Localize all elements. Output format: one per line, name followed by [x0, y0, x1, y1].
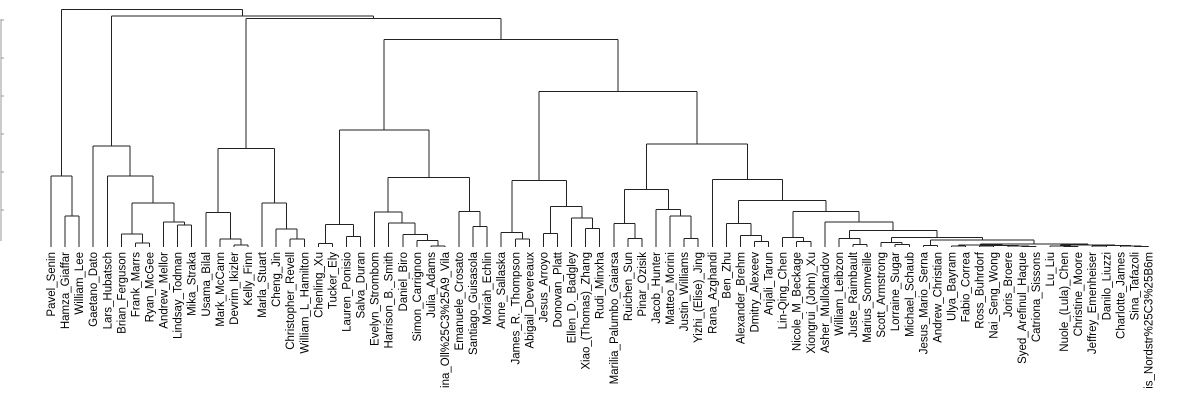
leaf-label: Moriah_Echlin	[482, 252, 494, 325]
leaf-label: Rudi_Minxha	[595, 251, 607, 319]
leaf-label: Ulya_Bayram	[946, 252, 958, 321]
leaf-label: Scott_Armstrong	[876, 252, 888, 338]
leaf-label: Yizhi_(Elise)_Jing	[693, 252, 705, 343]
leaf-label: Michael_Schaub	[904, 252, 916, 337]
leaf-label: Lauren_Ponisio	[341, 252, 353, 332]
leaf-label: Jacob_Hunter	[651, 252, 663, 324]
leaf-label: Usama_Bilal	[201, 252, 213, 317]
leaf-label: Abigail_Devereaux	[524, 252, 536, 349]
leaf-label: Lin-Qing_Chen	[778, 252, 790, 329]
leaf-label: Andrew_Mellor	[159, 252, 171, 329]
leaf-label: Frank_Marrs	[130, 252, 142, 317]
leaf-label: William_Lee	[74, 252, 86, 315]
leaf-label: Ross_Buhrdorf	[975, 251, 987, 329]
leaf-label: William_Leibzon	[834, 252, 846, 336]
leaf-label: Kelly_Finn	[243, 252, 255, 306]
leaf-label: Ben_Zhu	[721, 252, 733, 299]
leaf-label: Alexander_Brehm	[735, 252, 747, 344]
leaf-label: Catriona_Sissons	[1031, 252, 1043, 342]
leaf-label: Ryan_McGee	[144, 252, 156, 322]
leaf-label: Marilia_Palumbo_Gaiarsa	[609, 251, 621, 384]
leaf-label: Gaetano_Dato	[88, 252, 100, 327]
leaf-label: Dmitry_Alexeev	[750, 252, 762, 333]
leaf-labels: Pavel_Senin Hamza_Giaffar William_Lee Gaeta…	[46, 251, 1155, 389]
leaf-label: Lars_Hubatsch	[102, 252, 114, 329]
leaf-label: Cheng_Jin	[271, 252, 283, 307]
leaf-label: Jesus_Arroyo	[538, 252, 550, 322]
leaf-label: Nuole_(Lula)_Chen	[1059, 252, 1071, 352]
leaf-label: Joris_Broere	[1003, 252, 1015, 317]
leaf-label: is_Nordstr%25C3%25B6m	[1143, 252, 1155, 389]
leaf-label: Lorraine_Sugar	[890, 252, 902, 331]
leaf-label: Christine_Moore	[1073, 252, 1085, 336]
leaf-label: Mark_McCann	[215, 252, 227, 327]
leaf-label: Charlotte_James	[1115, 252, 1127, 339]
leaf-label: Fabio_Correa	[961, 251, 973, 322]
leaf-label: Anne_Sallaska	[496, 251, 508, 328]
leaf-label: Ruichen_Sun	[623, 252, 635, 321]
leaf-label: Xiongrui_(John)_Xu	[806, 252, 818, 354]
leaf-label: Nai_Seng_Wong	[989, 252, 1001, 339]
leaf-label: Anjali_Tarun	[764, 252, 776, 315]
leaf-label: Andrew_Christian	[932, 252, 944, 343]
leaf-label: Marla_Stuart	[257, 251, 269, 318]
height-axis	[0, 19, 4, 241]
leaf-label: Santiago_Guisasola	[468, 251, 480, 355]
leaf-label: Matteo_Morini	[665, 252, 677, 325]
leaf-label: Chenling_Xu	[313, 252, 325, 318]
leaf-label: Juste_Raimbault	[848, 251, 860, 337]
leaf-label: Justin_Williams	[679, 252, 691, 331]
leaf-label: Pavel_Senin	[46, 252, 58, 317]
leaf-label: Evelyn_Strombom	[370, 252, 382, 346]
leaf-label: Christopher_Revell	[285, 252, 297, 350]
leaf-label: Tucker_Ely	[327, 252, 339, 309]
leaf-label: Ellen_D._Badgley	[567, 252, 579, 344]
leaf-label: Lu_Liu	[1045, 252, 1057, 287]
leaf-label: Nicole_M_Beckage	[792, 252, 804, 351]
leaf-label: Jesus_Mario_Serna	[918, 251, 930, 354]
leaf-label: Brian_Ferguson	[116, 252, 128, 334]
leaf-label: William_L_Hamilton	[299, 252, 311, 354]
leaf-label: Devrim_Ikizler	[229, 252, 241, 325]
leaf-label: Jeffrey_Emenheiser	[1087, 252, 1099, 354]
leaf-label: Donovan_Platt	[553, 251, 565, 327]
leaf-label: Sina_Tafazoli	[1129, 252, 1141, 320]
leaf-label: Emanuele_Crosato	[454, 252, 466, 350]
leaf-label: Xiao_(Thomas)_Zhang	[581, 252, 593, 370]
leaf-label: James_R._Thompson	[510, 252, 522, 365]
leaf-label: Rana_Azghandi	[707, 252, 719, 334]
leaf-label: ina_Oll%25C3%25A9_Vila	[440, 251, 452, 388]
leaf-label: Lindsay_Todman	[173, 252, 185, 339]
leaf-label: Syed_Arefinul_Haque	[1017, 252, 1029, 364]
leaf-label: Salva_Duran	[356, 252, 368, 318]
leaf-label: Hamza_Giaffar	[60, 252, 72, 329]
leaf-label: Harrison_B._Smith	[384, 252, 396, 349]
dendrogram-links	[50, 9, 1149, 247]
leaf-label: Asher_Mullokandov	[820, 252, 832, 353]
leaf-label: Daniel_Biro	[398, 252, 410, 311]
leaf-label: Danilo_Liuzzi	[1101, 252, 1113, 320]
leaf-label: Julia_Adams	[426, 252, 438, 318]
leaf-label: Simon_Carrignon	[412, 252, 424, 342]
leaf-label: Mika_Straka	[187, 251, 199, 316]
leaf-label: Marius_Somveille	[862, 252, 874, 343]
leaf-label: Pinar_Ozisik	[637, 252, 649, 317]
